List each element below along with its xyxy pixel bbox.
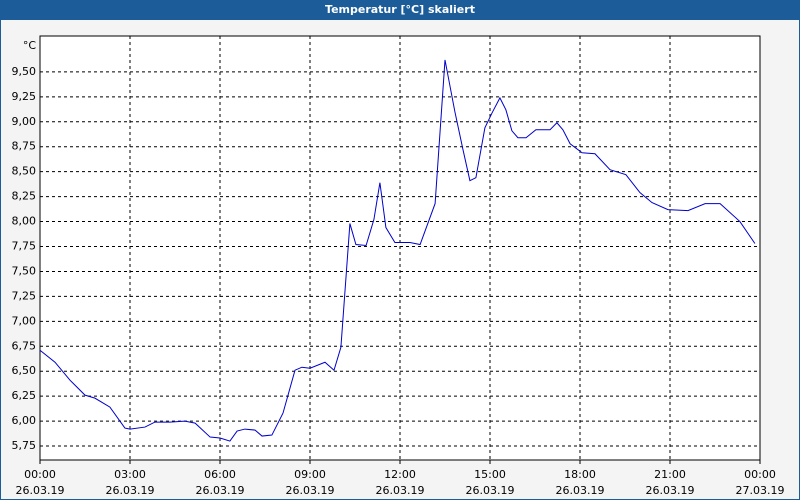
x-tick-label: 12:00 26.03.19 (375, 468, 425, 497)
x-tick-label: 00:00 26.03.19 (15, 468, 65, 497)
y-tick-label: 9,50 (12, 65, 37, 78)
x-tick-label: 18:00 26.03.19 (555, 468, 605, 497)
y-tick-label: 6,25 (12, 389, 37, 402)
x-tick-label: 15:00 26.03.19 (465, 468, 515, 497)
y-tick-label: 7,00 (12, 314, 37, 327)
y-tick-label: 6,75 (12, 339, 37, 352)
x-tick-label: 21:00 26.03.19 (645, 468, 695, 497)
x-tick-label: 00:00 27.03.19 (735, 468, 785, 497)
y-tick-label: 8,75 (12, 140, 37, 153)
y-tick-label: 8,25 (12, 190, 37, 203)
title-bar (0, 0, 800, 20)
y-tick-label: 6,50 (12, 364, 37, 377)
y-tick-label: 7,25 (12, 289, 37, 302)
y-tick-label: 6,00 (12, 414, 37, 427)
y-unit: °C (23, 39, 37, 52)
chart-title: Temperatur [°C] skaliert (325, 3, 475, 16)
y-tick-label: 9,25 (12, 90, 37, 103)
y-tick-label: 7,75 (12, 240, 37, 253)
y-tick-label: 7,50 (12, 264, 37, 277)
line (39, 59, 756, 442)
x-tick-label: 06:00 26.03.19 (195, 468, 245, 497)
x-tick-label: 03:00 26.03.19 (105, 468, 155, 497)
y-tick-label: 9,00 (12, 115, 37, 128)
y-tick-label: 5,75 (12, 439, 37, 452)
y-tick-label: 8,00 (12, 215, 37, 228)
y-tick-label: 8,50 (12, 165, 37, 178)
x-tick-label: 09:00 26.03.19 (285, 468, 335, 497)
